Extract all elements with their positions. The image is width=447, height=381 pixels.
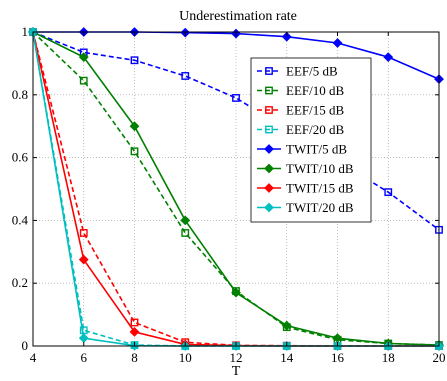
data-point	[130, 56, 139, 65]
legend-marker	[264, 183, 274, 193]
legend-label: EEF/10 dB	[286, 83, 344, 98]
x-tick-label: 12	[230, 350, 243, 365]
x-tick-label: 20	[433, 350, 446, 365]
series-twit-15-db	[28, 27, 444, 351]
x-tick-label: 16	[331, 350, 345, 365]
data-point	[180, 215, 191, 226]
legend-marker	[264, 202, 274, 213]
legend-marker	[264, 144, 274, 154]
data-point	[78, 333, 89, 344]
legend-marker	[265, 106, 273, 114]
tick-layer: 4 6 8 10 12 14 16 18 20 0 0.2 0.4 0.6 0.8 1	[12, 24, 446, 365]
x-tick-label: 18	[382, 350, 395, 365]
legend-label: TWIT/10 dB	[286, 161, 354, 176]
legend-label: TWIT/20 dB	[286, 200, 354, 215]
legend-box	[250, 57, 372, 223]
data-point	[181, 229, 190, 237]
chart-title: Underestimation rate	[179, 9, 297, 24]
legend-label: EEF/5 dB	[286, 64, 338, 79]
legend-label: EEF/20 dB	[286, 122, 344, 137]
y-tick-label: 0.2	[12, 275, 28, 290]
data-point	[231, 287, 241, 298]
data-point	[129, 326, 140, 337]
data-point	[232, 94, 240, 102]
x-tick-label: 10	[179, 350, 192, 365]
grid	[33, 32, 439, 346]
x-tick-label: 6	[81, 350, 88, 365]
data-point	[281, 31, 292, 42]
x-tick-label: 14	[280, 350, 294, 365]
data-point	[130, 318, 139, 327]
legend-marker	[265, 86, 273, 95]
series-twit-20-db	[28, 27, 444, 351]
data-point	[129, 121, 140, 132]
legend-label: TWIT/15 dB	[286, 181, 354, 196]
y-tick-label: 0	[22, 338, 29, 353]
x-tick-label: 4	[30, 350, 37, 365]
data-point	[78, 52, 89, 63]
y-tick-label: 1	[22, 24, 29, 39]
y-tick-label: 0.8	[12, 87, 28, 102]
x-tick-label: 8	[131, 350, 138, 365]
legend-marker	[265, 67, 273, 75]
legend: EEF/5 dB EEF/10 dB EEF/15 dB EEF/20 dB TWIT/…	[250, 57, 372, 223]
series-layer	[28, 27, 444, 351]
data-point	[332, 38, 343, 48]
legend-marker	[265, 125, 273, 134]
data-point	[79, 76, 88, 85]
data-point	[383, 52, 394, 63]
data-point	[130, 147, 139, 156]
data-point	[79, 229, 88, 237]
data-point	[384, 188, 393, 197]
y-tick-label: 0.4	[12, 212, 29, 227]
series-line	[32, 31, 439, 347]
legend-label: EEF/15 dB	[286, 103, 344, 118]
data-point	[181, 72, 190, 80]
legend-label: TWIT/5 dB	[286, 142, 347, 157]
data-point	[281, 320, 292, 331]
x-axis-label: T	[232, 364, 241, 379]
legend-marker	[264, 163, 274, 174]
y-tick-label: 0.6	[12, 150, 29, 165]
data-point	[78, 254, 89, 265]
